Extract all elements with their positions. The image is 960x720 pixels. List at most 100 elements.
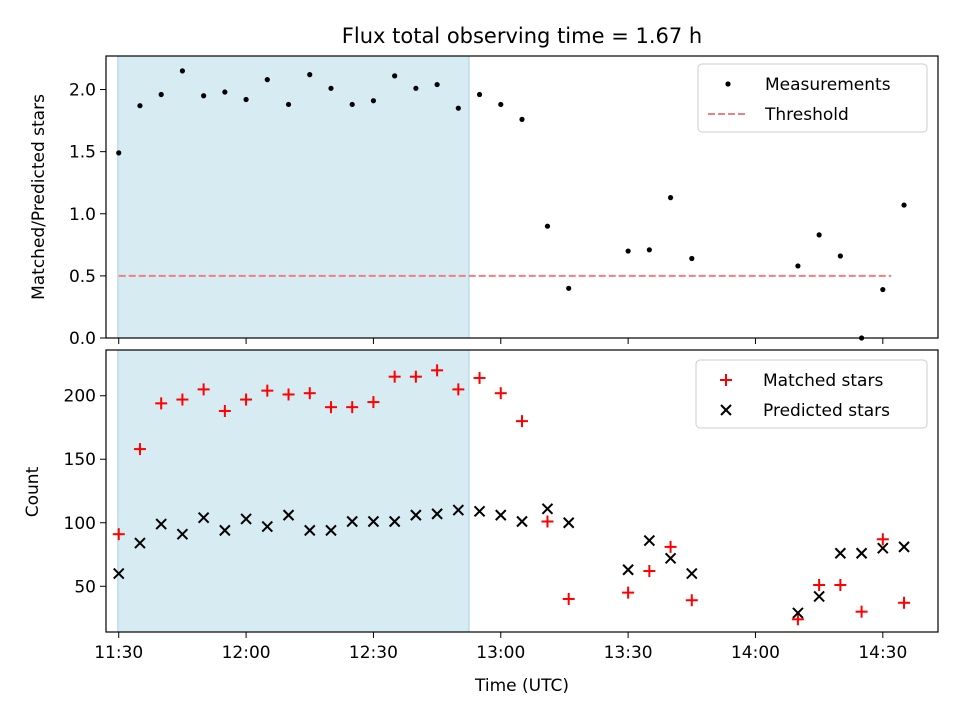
measurement-point xyxy=(901,202,907,208)
bottom-plot-area xyxy=(112,364,911,626)
measurement-point xyxy=(201,93,207,99)
x-tick-label: 12:30 xyxy=(349,643,398,663)
bottom-y-tick-label: 50 xyxy=(74,577,96,597)
measurement-point xyxy=(476,91,483,98)
measurement-point xyxy=(349,101,355,108)
matched-star-point xyxy=(664,540,677,553)
measurement-point xyxy=(413,85,419,91)
measurement-point xyxy=(264,77,270,83)
matched-star-point xyxy=(303,387,316,400)
predicted-star-point xyxy=(495,509,507,521)
matched-star-point xyxy=(261,384,274,397)
predicted-star-point xyxy=(898,541,910,553)
measurement-point xyxy=(137,103,143,109)
predicted-star-point xyxy=(240,513,252,525)
predicted-star-point xyxy=(282,509,295,521)
predicted-star-point xyxy=(134,537,146,549)
x-tick-label: 14:00 xyxy=(731,643,780,663)
predicted-star-point xyxy=(541,503,554,515)
measurement-point xyxy=(837,253,843,259)
legend-predicted-marker xyxy=(720,404,732,416)
matched-star-point xyxy=(155,397,168,410)
measurement-point xyxy=(116,150,122,156)
matched-star-point xyxy=(452,383,465,396)
measurement-point xyxy=(328,85,334,91)
matched-star-point xyxy=(409,370,422,383)
predicted-star-point xyxy=(664,552,677,565)
predicted-star-point xyxy=(155,518,167,530)
matched-star-point xyxy=(562,592,575,605)
bottom-y-tick-label: 200 xyxy=(64,387,96,407)
bottom-legend-box xyxy=(695,359,928,429)
chart-title: Flux total observing time = 1.67 h xyxy=(342,24,702,48)
predicted-star-point xyxy=(410,509,422,521)
matched-star-point xyxy=(282,388,295,401)
measurement-point xyxy=(816,232,822,238)
predicted-star-point xyxy=(431,508,443,520)
matched-star-point xyxy=(346,401,359,414)
top-panel: 0.00.51.01.52.0 Matched/Predicted stars … xyxy=(29,55,939,349)
predicted-star-point xyxy=(346,515,358,528)
x-tick-label: 13:30 xyxy=(604,643,653,663)
predicted-star-point xyxy=(388,515,401,528)
measurement-point xyxy=(392,73,398,79)
top-legend: Measurements Threshold xyxy=(697,63,928,133)
predicted-star-point xyxy=(516,515,528,528)
bottom-legend: Matched stars Predicted stars xyxy=(695,359,928,429)
matched-star-point xyxy=(834,579,847,591)
matched-star-point xyxy=(791,613,804,626)
matched-star-point xyxy=(218,404,231,417)
bottom-y-tick-label: 100 xyxy=(64,514,96,534)
matched-star-point xyxy=(516,415,528,428)
measurement-point xyxy=(455,105,461,111)
matched-star-point xyxy=(473,371,486,384)
bottom-shaded-region xyxy=(117,350,470,632)
top-y-tick-label: 1.0 xyxy=(69,205,96,225)
measurement-point xyxy=(434,81,440,88)
top-axes-frame xyxy=(105,55,939,339)
measurement-point xyxy=(544,223,551,229)
top-y-tick-label: 2.0 xyxy=(69,81,96,101)
predicted-star-point xyxy=(325,524,337,537)
predicted-star-point xyxy=(113,567,125,580)
predicted-star-point xyxy=(792,607,804,619)
legend-measurements-label: Measurements xyxy=(765,75,891,95)
matched-star-point xyxy=(176,393,189,406)
predicted-star-point xyxy=(855,547,868,559)
predicted-star-point xyxy=(367,515,380,528)
predicted-star-point xyxy=(176,528,189,540)
matched-star-point xyxy=(855,605,868,618)
legend-matched-marker xyxy=(720,374,732,386)
measurement-point xyxy=(222,89,228,95)
measurement-point xyxy=(880,286,886,293)
top-y-axis-label: Matched/Predicted stars xyxy=(29,94,49,300)
predicted-star-point xyxy=(686,567,698,580)
matched-star-point xyxy=(643,565,656,578)
x-axis-label: Time (UTC) xyxy=(474,676,569,696)
matched-star-point xyxy=(898,596,911,609)
bottom-axes-frame xyxy=(105,349,939,633)
top-y-axis: 0.0 0.5 1.0 1.5 2.0 xyxy=(69,81,106,349)
measurement-point xyxy=(519,116,525,122)
top-y-tick-label: 0.0 xyxy=(69,329,96,349)
matched-star-point xyxy=(388,370,401,383)
top-x-ticks xyxy=(118,338,884,344)
bottom-panel: 50 100 150 200 11:30 12:00 12:30 13:00 13:30 14:… xyxy=(23,349,939,696)
matched-star-point xyxy=(133,443,146,456)
x-tick-label: 12:00 xyxy=(222,643,271,663)
measurement-point xyxy=(667,195,674,201)
matched-star-point xyxy=(431,364,444,377)
bottom-x-axis: 11:30 12:00 12:30 13:00 13:30 14:00 14:30 xyxy=(94,632,907,663)
matched-star-point xyxy=(112,528,125,541)
top-legend-box xyxy=(697,63,928,133)
predicted-star-point xyxy=(219,524,231,537)
matched-star-point xyxy=(813,579,826,591)
predicted-star-point xyxy=(813,590,825,603)
measurement-point xyxy=(795,263,801,269)
predicted-star-point xyxy=(622,564,634,576)
measurement-point xyxy=(566,285,572,291)
bottom-shade-span xyxy=(117,350,469,632)
bottom-y-axis: 50 100 150 200 xyxy=(64,387,106,597)
bottom-y-axis-label: Count xyxy=(23,466,43,517)
